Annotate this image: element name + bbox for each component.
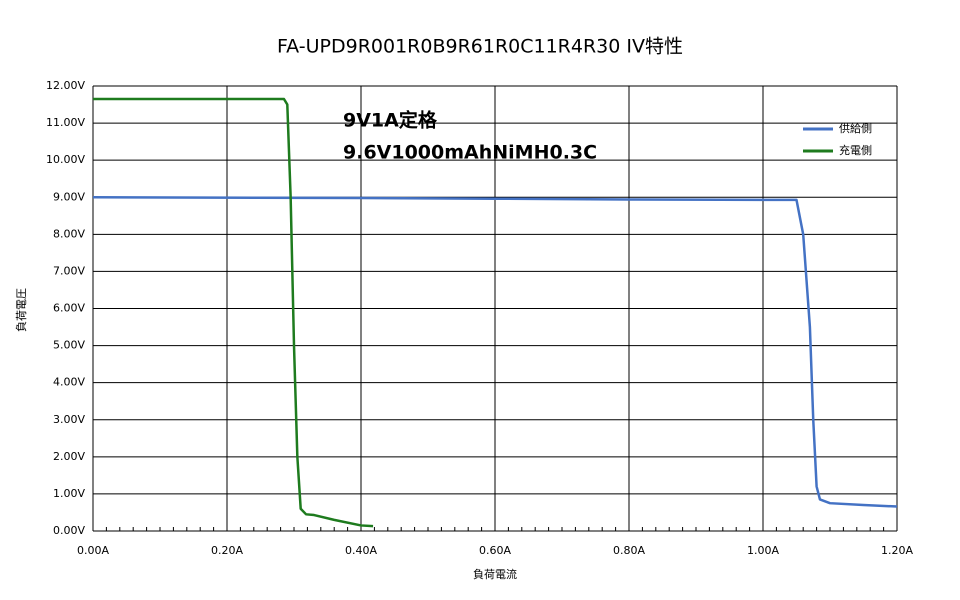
x-tick-label: 1.00A bbox=[747, 544, 779, 557]
y-tick-label: 4.00V bbox=[53, 376, 85, 389]
series-line bbox=[93, 97, 374, 528]
y-tick-label: 12.00V bbox=[46, 79, 85, 92]
x-tick-label: 0.20A bbox=[211, 544, 243, 557]
y-tick-label: 0.00V bbox=[53, 524, 85, 537]
y-tick-label: 2.00V bbox=[53, 450, 85, 463]
y-tick-label: 10.00V bbox=[46, 153, 85, 166]
x-tick-label: 0.60A bbox=[479, 544, 511, 557]
y-tick-label: 9.00V bbox=[53, 190, 85, 203]
chart-title: FA-UPD9R001R0B9R61R0C11R4R30 IV特性 bbox=[277, 36, 683, 58]
x-tick-label: 1.20A bbox=[881, 544, 913, 557]
x-axis-label: 負荷電流 bbox=[473, 567, 517, 581]
y-tick-label: 6.00V bbox=[53, 302, 85, 315]
x-tick-label: 0.40A bbox=[345, 544, 377, 557]
annotation: 9V1A定格 bbox=[343, 109, 438, 132]
y-tick-label: 7.00V bbox=[53, 264, 85, 277]
x-tick-label: 0.00A bbox=[77, 544, 109, 557]
series-line bbox=[92, 196, 898, 508]
y-tick-label: 1.00V bbox=[53, 487, 85, 500]
y-tick-label: 8.00V bbox=[53, 227, 85, 240]
y-tick-label: 5.00V bbox=[53, 339, 85, 352]
annotation: 9.6V1000mAhNiMH0.3C bbox=[343, 142, 597, 164]
y-tick-label: 3.00V bbox=[53, 413, 85, 426]
x-tick-label: 0.80A bbox=[613, 544, 645, 557]
legend-label: 供給側 bbox=[839, 121, 872, 135]
legend-label: 充電側 bbox=[839, 143, 872, 157]
y-axis-label: 負荷電圧 bbox=[15, 288, 28, 332]
y-tick-label: 11.00V bbox=[46, 116, 85, 129]
